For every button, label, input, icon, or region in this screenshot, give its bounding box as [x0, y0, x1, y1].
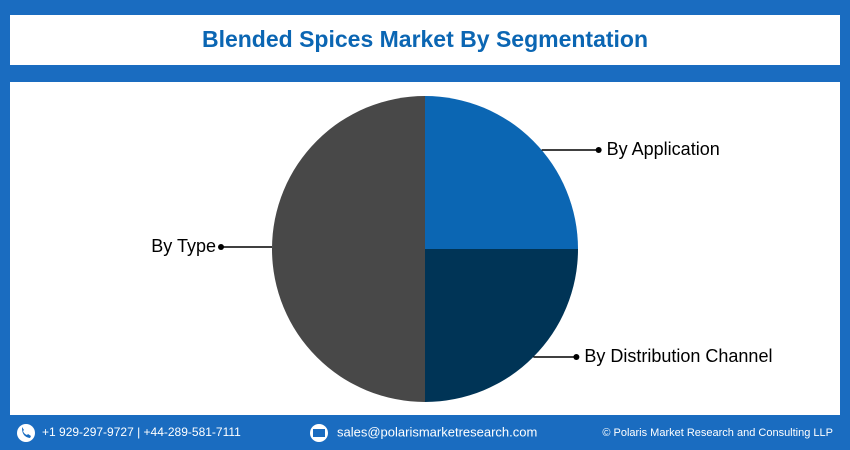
title-box [10, 15, 840, 65]
slice-label: By Distribution Channel [584, 346, 772, 366]
footer-copyright: © Polaris Market Research and Consulting… [602, 427, 833, 439]
pie-slice [272, 96, 425, 402]
leader-dot [573, 354, 580, 360]
pie-slice [425, 96, 578, 249]
chart-title: Blended Spices Market By Segmentation [202, 26, 648, 52]
slice-label: By Application [607, 139, 720, 159]
leader-dot [595, 147, 602, 153]
pie [272, 96, 578, 402]
slice-label: By Type [151, 236, 216, 256]
leader-dot [218, 244, 225, 250]
footer-email: sales@polarismarketresearch.com [337, 424, 537, 439]
pie-slice [425, 249, 578, 402]
phone-icon [17, 424, 35, 442]
footer-phone: +1 929-297-9727 | +44-289-581-7111 [42, 425, 241, 439]
email-glyph [313, 429, 325, 437]
phone-glyph [22, 427, 31, 438]
